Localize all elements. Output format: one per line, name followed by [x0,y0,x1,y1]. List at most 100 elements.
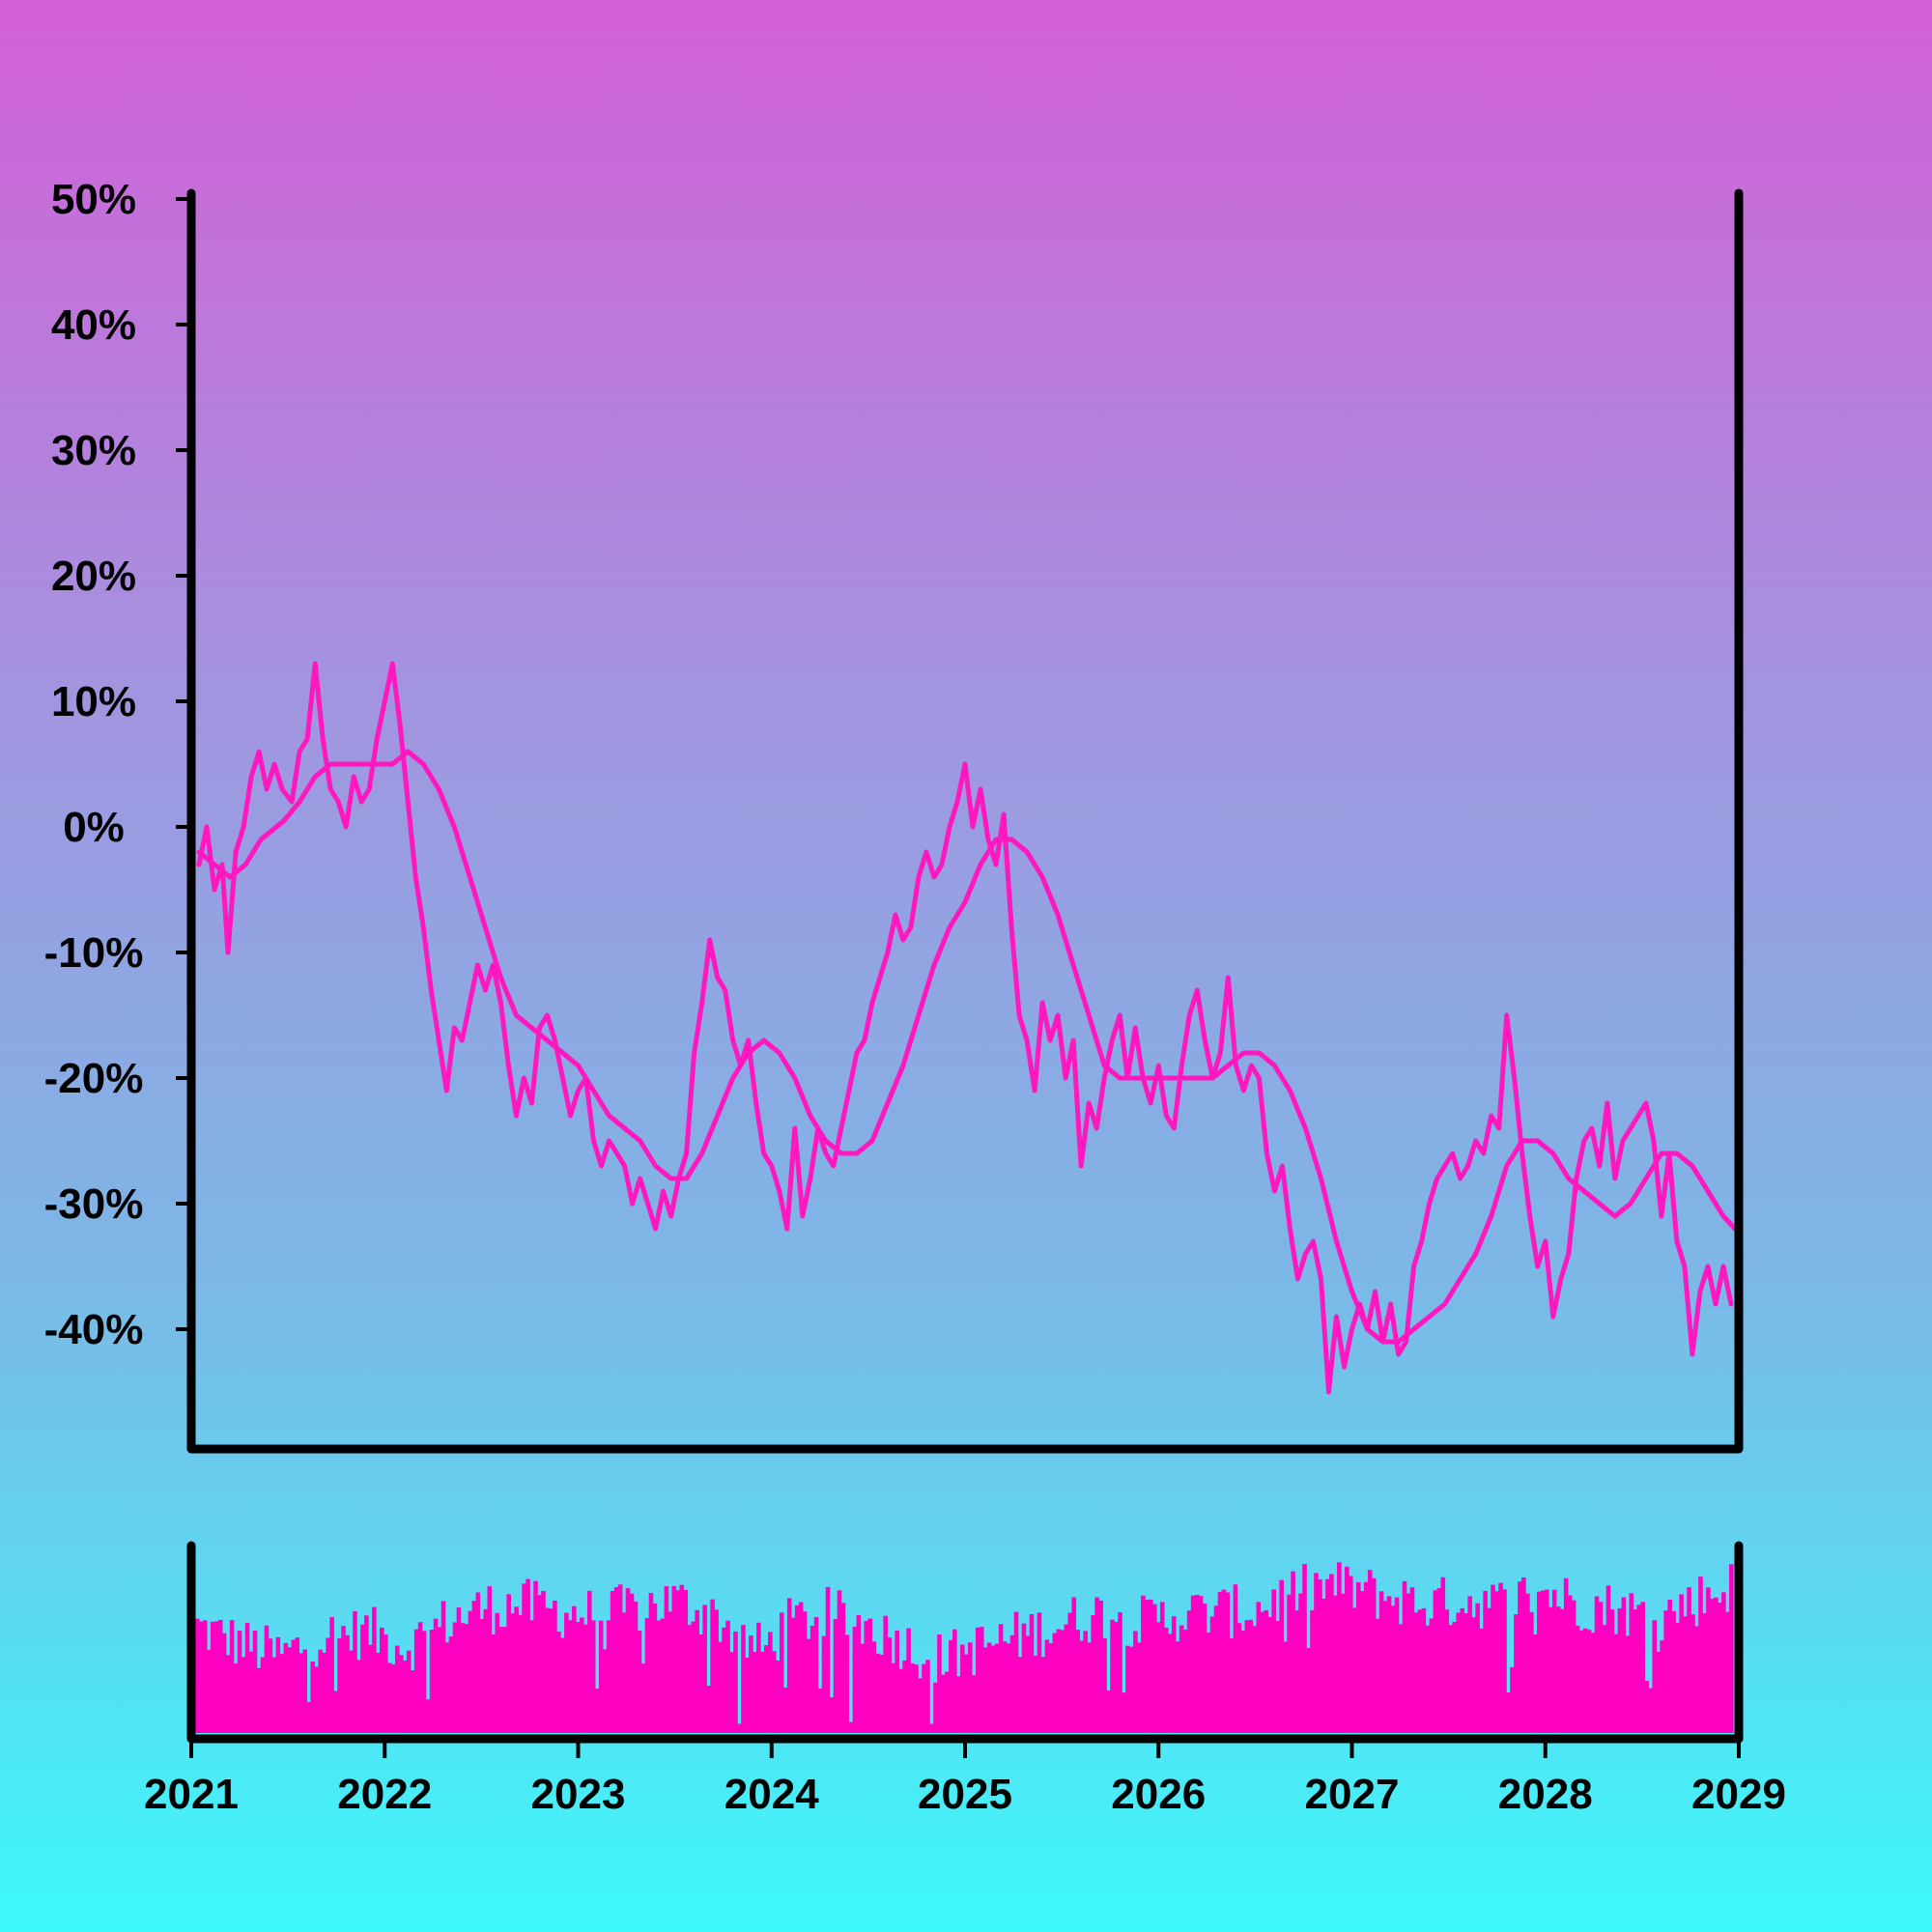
volume-bar [1079,1640,1084,1733]
volume-bar [975,1627,980,1733]
volume-bar [887,1637,892,1733]
volume-bar [221,1633,227,1733]
volume-bar [1321,1599,1326,1733]
volume-bar [198,1621,204,1733]
volume-bar [264,1625,270,1733]
volume-bar [502,1627,507,1733]
volume-bar [337,1637,342,1733]
volume-bar [1337,1562,1342,1733]
volume-bar [1390,1605,1396,1733]
volume-bar [617,1584,623,1733]
volume-bar [1444,1609,1450,1733]
volume-bar [775,1661,781,1733]
volume-bar [925,1660,930,1733]
volume-bar [1252,1626,1258,1733]
volume-bar [652,1603,658,1733]
y-tick-label: 30% [51,427,136,474]
volume-bar [1563,1577,1569,1733]
volume-bar [402,1661,408,1733]
volume-bar [687,1625,693,1733]
volume-bar [479,1618,485,1733]
volume-bar [356,1660,361,1733]
volume-bar [437,1627,442,1733]
volume-bar [1083,1631,1088,1733]
volume-bar [1629,1593,1634,1733]
volume-bar [1706,1587,1711,1733]
volume-bar [949,1639,953,1733]
volume-bar [1260,1611,1265,1733]
volume-bar [837,1590,842,1733]
volume-bar [1559,1608,1565,1733]
volume-bar [1571,1600,1577,1733]
volume-bar [1021,1623,1027,1733]
volume-bar [1240,1631,1246,1733]
volume-bar [206,1649,212,1733]
volume-bar [380,1627,384,1733]
volume-bar [1137,1642,1142,1733]
volume-bar [448,1636,454,1733]
volume-bar [1694,1626,1699,1733]
volume-bar [668,1611,673,1733]
volume-bar [452,1622,458,1733]
volume-bar [398,1655,404,1733]
volume-bar [202,1620,208,1733]
volume-bar [1279,1579,1284,1733]
volume-bar [1521,1577,1526,1733]
volume-bar [914,1664,919,1733]
y-tick-label: -10% [44,929,144,977]
moving-average-line [196,749,1738,1345]
volume-bar [1371,1577,1377,1733]
volume-bar [518,1614,523,1733]
volume-bar [918,1678,923,1733]
volume-bar [714,1609,719,1733]
volume-bar [225,1655,231,1733]
volume-bar [1679,1594,1684,1733]
volume-bar [1436,1588,1442,1733]
volume-bar [1075,1630,1080,1733]
volume-bar [545,1607,550,1733]
volume-bar [1621,1597,1627,1733]
volume-bar [1479,1628,1484,1733]
volume-bar [1578,1630,1584,1733]
volume-bar [1264,1609,1269,1733]
volume-bar [1302,1564,1307,1733]
volume-bar [1159,1602,1165,1733]
volume-bar [879,1654,885,1733]
volume-bar [341,1626,346,1733]
volume-bar [1548,1606,1553,1733]
volume-bar [1605,1585,1611,1733]
volume-bar [406,1650,412,1733]
volume-bar [982,1647,988,1733]
volume-bar [1002,1641,1008,1733]
volume-bar [1551,1589,1557,1733]
volume-bar [572,1605,577,1733]
volume-bar [1122,1692,1126,1733]
volume-bar [1106,1690,1111,1733]
volume-bar [1429,1618,1435,1733]
volume-bar [633,1601,639,1733]
volume-bar [537,1595,542,1733]
volume-bar [648,1593,654,1733]
volume-bar [1671,1610,1676,1733]
volume-bar [1283,1641,1288,1733]
volume-bar [1675,1623,1680,1733]
volume-bar [1636,1605,1642,1733]
volume-bar [786,1598,792,1733]
volume-bar [945,1671,950,1733]
y-axis-ticks: 50% 40% 30% 20% 10% 0% -10% -20% -30% -40% [44,176,191,1353]
volume-bar [794,1605,800,1733]
volume-bar [1514,1614,1519,1733]
y-tick-label: -40% [44,1306,144,1353]
volume-bar [844,1634,850,1733]
volume-bar [798,1602,804,1733]
volume-bar [772,1651,777,1733]
volume-bar [1729,1564,1734,1733]
volume-bar [610,1591,615,1733]
y-tick-label: -30% [44,1180,144,1228]
volume-bar [248,1651,254,1733]
volume-bar [582,1624,588,1733]
volume-bar [1483,1590,1488,1733]
volume-bar [1394,1597,1400,1733]
volume-bar [656,1620,662,1733]
